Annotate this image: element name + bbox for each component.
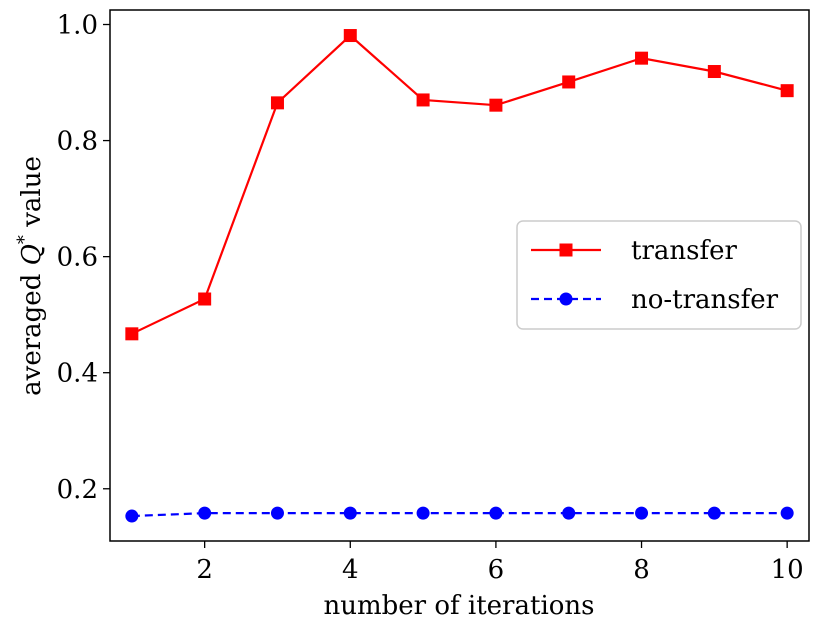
x-tick-label: 4 (342, 555, 359, 585)
data-point-no-transfer (416, 506, 430, 520)
data-point-transfer (562, 75, 576, 89)
data-point-transfer (416, 93, 430, 107)
data-point-no-transfer (343, 506, 357, 520)
y-axis-label: averaged Q* value (14, 156, 47, 396)
data-point-no-transfer (562, 506, 576, 520)
data-point-transfer (343, 29, 357, 43)
series-transfer (125, 29, 794, 341)
y-tick-label: 0.2 (57, 475, 98, 505)
data-point-transfer (635, 51, 649, 65)
y-tick-label: 1.0 (57, 11, 98, 41)
y-tick-label: 0.6 (57, 243, 98, 273)
data-point-transfer (270, 96, 284, 110)
legend: transfer no-transfer (516, 220, 802, 330)
data-point-no-transfer (270, 506, 284, 520)
x-tick-label: 6 (488, 555, 505, 585)
legend-marker-no-transfer (559, 292, 573, 306)
data-point-no-transfer (198, 506, 212, 520)
y-axis-label-pre: averaged (17, 265, 47, 395)
y-axis-label-post: value (17, 156, 47, 235)
x-axis-label: number of iterations (324, 591, 595, 621)
data-point-transfer (707, 65, 721, 79)
legend-label-transfer: transfer (631, 236, 737, 266)
legend-items: transfer no-transfer (531, 236, 779, 315)
data-point-no-transfer (635, 506, 649, 520)
data-point-transfer (125, 327, 139, 341)
x-axis-ticks: 2 4 6 8 10 (196, 541, 804, 585)
x-tick-label: 2 (196, 555, 213, 585)
data-point-transfer (780, 84, 794, 98)
data-point-transfer (489, 98, 503, 112)
series-line-transfer (131, 34, 788, 335)
legend-box (516, 220, 802, 330)
y-tick-label: 0.4 (57, 359, 98, 389)
legend-label-no-transfer: no-transfer (631, 285, 779, 315)
y-axis-ticks: 0.2 0.4 0.6 0.8 1.0 (57, 11, 110, 505)
series-layer (125, 29, 794, 523)
series-line-no-transfer (131, 512, 788, 518)
data-point-no-transfer (125, 509, 139, 523)
y-tick-label: 0.8 (57, 127, 98, 157)
data-point-no-transfer (489, 506, 503, 520)
y-axis-label-var: Q (17, 244, 47, 265)
data-point-no-transfer (780, 506, 794, 520)
data-point-no-transfer (707, 506, 721, 520)
x-tick-label: 8 (633, 555, 650, 585)
legend-marker-transfer (559, 243, 573, 257)
y-axis-label-sup: * (14, 235, 35, 244)
x-tick-label: 10 (771, 555, 804, 585)
data-point-transfer (198, 292, 212, 306)
series-no-transfer (125, 506, 794, 523)
